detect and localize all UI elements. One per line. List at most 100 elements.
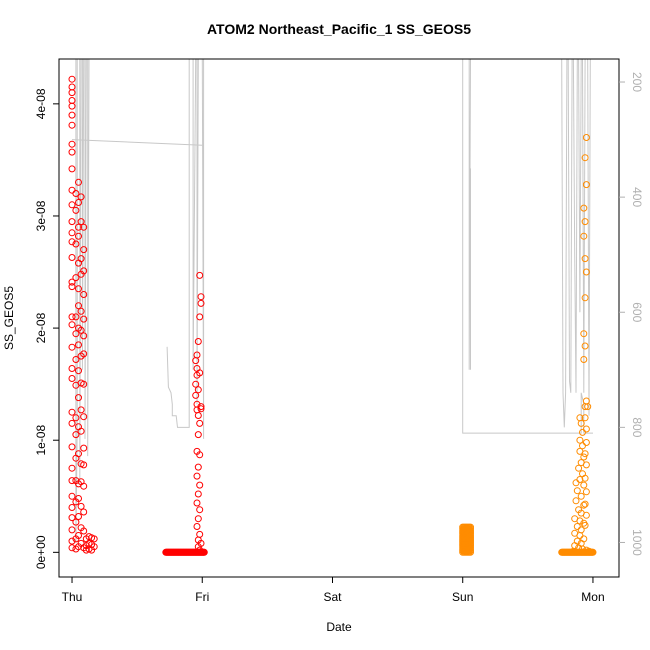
data-point: [194, 412, 202, 419]
data-point: [573, 523, 581, 530]
data-point: [585, 547, 593, 555]
data-point: [68, 111, 76, 119]
data-point: [192, 357, 200, 365]
data-point: [196, 451, 204, 459]
series-2: [459, 134, 597, 556]
y2-tick-label: 200: [630, 72, 644, 92]
data-point: [194, 338, 202, 345]
data-point: [581, 500, 589, 508]
data-point: [72, 274, 80, 282]
data-point: [75, 199, 82, 206]
data-point: [582, 439, 590, 446]
data-point: [80, 444, 88, 452]
series-1: [68, 75, 208, 556]
data-point: [68, 504, 76, 511]
data-point: [576, 517, 584, 525]
y2-tick-label: 800: [630, 417, 644, 437]
overlay-line-segment: [71, 139, 203, 146]
data-point: [68, 321, 76, 329]
data-point: [68, 408, 76, 416]
data-point: [75, 223, 82, 231]
data-point: [75, 341, 82, 349]
data-point: [75, 450, 82, 458]
data-point: [580, 481, 588, 489]
data-point: [584, 403, 592, 411]
data-point: [582, 268, 590, 276]
data-point: [194, 386, 202, 394]
data-point: [575, 464, 583, 472]
data-point: [68, 477, 76, 485]
data-point: [90, 535, 98, 543]
x-axis: Thu Fri Sat Sun Mon: [62, 577, 605, 604]
data-point: [68, 514, 76, 522]
data-point: [68, 278, 76, 286]
data-point: [192, 380, 200, 388]
overlay-line-segment: [567, 58, 573, 393]
data-point: [582, 134, 590, 141]
x-tick-label: Thu: [62, 590, 83, 604]
data-point: [80, 267, 88, 275]
data-point: [580, 232, 588, 240]
data-point: [68, 343, 76, 351]
data-point: [579, 545, 586, 553]
data-point: [80, 413, 88, 421]
data-point: [582, 511, 590, 519]
data-point: [575, 544, 583, 552]
data-point: [68, 218, 76, 226]
data-point: [576, 436, 584, 444]
data-point: [68, 443, 76, 451]
data-point: [68, 165, 76, 173]
data-point: [80, 246, 88, 254]
data-point: [68, 464, 76, 472]
data-point: [581, 342, 589, 350]
data-point: [581, 403, 589, 411]
data-point: [68, 419, 76, 427]
data-point: [196, 419, 204, 427]
data-point: [193, 499, 201, 507]
data-point: [572, 497, 580, 505]
data-point: [90, 543, 98, 551]
data-point: [68, 365, 76, 372]
data-point: [68, 201, 76, 209]
data-point: [80, 380, 88, 388]
y-axis: 0e+00 1e-08 2e-08 3e-08 4e-08: [34, 88, 59, 569]
data-point: [576, 532, 584, 539]
data-point: [581, 218, 589, 226]
data-point: [580, 356, 588, 363]
data-point: [72, 190, 80, 197]
y2-axis: 200 400 600 800 1000: [619, 72, 644, 556]
data-point: [193, 523, 201, 530]
data-point: [77, 255, 85, 263]
data-point: [68, 283, 76, 291]
data-point: [72, 518, 80, 526]
data-point: [193, 472, 201, 480]
data-point: [194, 490, 202, 498]
data-point: [75, 178, 82, 186]
data-point: [75, 285, 82, 293]
overlay-line-layer: [71, 58, 593, 543]
y-tick-label: 1e-08: [34, 425, 48, 456]
overlay-line-segment: [87, 58, 90, 457]
data-point: [194, 463, 202, 471]
data-point: [68, 313, 76, 321]
y-tick-label: 0e+00: [34, 535, 48, 569]
data-point: [196, 546, 204, 554]
data-point: [68, 544, 76, 552]
data-point: [579, 428, 586, 436]
data-point: [68, 140, 76, 148]
data-point: [75, 495, 82, 502]
data-point: [582, 181, 590, 189]
data-point: [68, 121, 76, 129]
data-point: [197, 293, 205, 301]
data-point: [72, 330, 80, 338]
data-point: [72, 414, 80, 422]
data-point: [194, 431, 202, 439]
data-point: [72, 206, 80, 214]
data-point: [68, 537, 76, 545]
data-point: [80, 332, 88, 340]
chart-title: ATOM2 Northeast_Pacific_1 SS_GEOS5: [207, 21, 471, 37]
data-point: [77, 326, 85, 334]
data-point: [582, 488, 590, 496]
data-point: [75, 532, 82, 539]
data-point: [72, 240, 80, 248]
